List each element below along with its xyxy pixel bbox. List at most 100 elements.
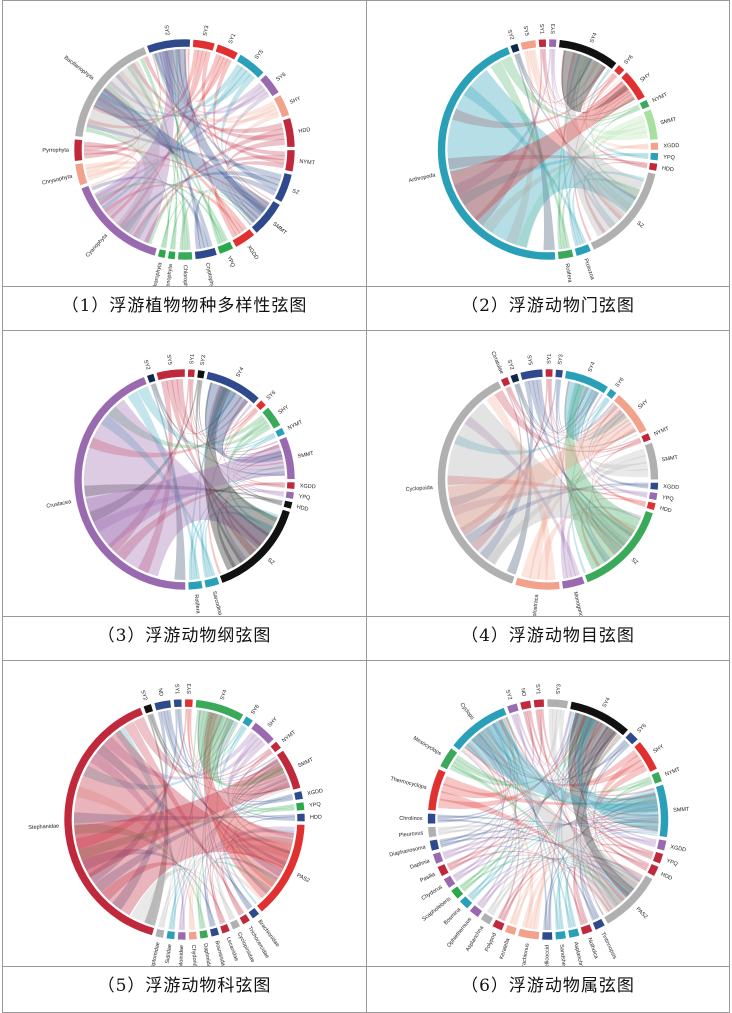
chord-chart-1: SY2 SY3 SY1 SY5 SY6 SHY HDD NYMT SZ SMMT XGDD YPQ Cr… [41,25,316,286]
arc-hdd-6 [282,117,296,148]
arc-nymt-7 [274,427,286,438]
arc-arthropoda-15 [437,46,556,261]
arc-shy-6 [261,406,282,430]
arc-label-mesocyclops-32: Mesocyclops [412,735,442,757]
frame-vertical-divider [366,0,367,1013]
arc-label-ypq-10: YPQ [662,495,675,503]
arc-sy2-0 [509,42,521,54]
ribbon-sy2-crustacea [150,384,186,580]
ribbon-xgdd-smmt [233,444,285,488]
ribbon-rotifera-shy [557,96,635,250]
chord-ribbons [73,709,295,930]
arc-label-arthropoda-15: Arthropoda [408,172,437,184]
chord-chart-4: SY2 SY5 SY1 SY3 SY4 SY6 SHY NYMT SMMT XGDD YPQ HDD S… [405,351,679,616]
ribbon-ypq-sy2 [153,53,224,244]
ribbon-euglenophyta-cyanophyta [135,196,176,250]
ribbon-ypq-crustacea [93,488,285,533]
arc-label-shy-5: SHY [289,96,302,106]
arc-sarcodina-13 [203,576,221,589]
ribbon-diplostraca-cyclopoida [486,394,556,580]
arc-smmt-9 [250,200,281,234]
ribbon-sy2-sy4 [150,713,223,768]
ribbon-brachionidae-stephanidae [96,744,253,908]
arc-label-keratella-19: Keratella [499,937,512,960]
ribbon-shy-crustacea [107,406,265,449]
ribbon-ypq-cyclopoida [451,488,648,517]
ribbon-sy6-cyclops [471,738,629,781]
ribbon-xgdd-cyanophyta [103,184,244,234]
arc-label-euglenophyta-14: Euglenophyta [164,263,174,286]
arc-sy5-1 [519,39,537,51]
ribbon-cirratulae-cyclopoida [470,387,522,551]
ribbon-no-sy4 [522,711,580,767]
ribbon-chrysophyta-smmt [85,161,268,207]
ribbon-xgdd-sy2 [187,49,241,236]
arc-xgdd-10 [231,228,255,248]
ribbon-hdd-smmt [236,768,295,821]
ribbon-main-cyclopoida [447,402,633,565]
panel-zooplankton-genus: SY2 NO SY1 SY3 SY4 SY6 SHY NYMT SMMT XGDD YPQ HDD PA… [367,661,729,1012]
arc-sz-12 [590,171,657,251]
arc-smmt-8 [644,442,659,481]
ribbon-sarcodina-crustacea [100,414,216,577]
ribbon-sy3-shy [558,379,623,440]
arc-label-rotifera-14: Rotifera [564,263,573,284]
arc-nymt-7 [640,432,652,444]
panel-phytoplankton-species: SY2 SY3 SY1 SY5 SY6 SHY HDD NYMT SZ SMMT XGDD YPQ Cr… [3,1,366,331]
arc-label-sy1-2: SY1 [228,33,238,45]
ribbon-ypq-cyanophyta [96,181,226,243]
arc-label-xgdd-9: XGDD [670,844,687,853]
arc-label-cyanophyta-16: Cyanophyta [85,232,110,258]
arc-label-ypq-11: YPQ [225,255,235,269]
ribbon-main-sz [204,385,278,571]
ribbon-lecanidae-stephanidae [101,862,226,923]
ribbon-daphnia-pas2 [443,845,604,916]
frame-left [2,0,3,1013]
arc-label-monogononta-13: Monogononta [572,591,586,616]
arc-label-shy-6: SHY [267,716,279,729]
arc-label-hdd-11: HDD [296,504,309,513]
caption-3: （3）浮游动物纲弦图 [97,626,272,646]
ribbon-hdd-cyclopoida [447,475,647,504]
arc-nd-1 [153,699,172,712]
arc-label-bosmina-23: Bosmina [443,906,463,926]
arc-smmt-8 [278,436,296,480]
arc-shy-6 [250,721,275,745]
arc-sy2-0 [146,373,157,384]
arc-label-sy3-3: SY3 [187,684,193,695]
caption-4: （4）浮游动物目弦图 [461,626,635,646]
ribbon-main-smmt [85,444,285,548]
ribbon-diplostraca-sy4 [529,385,586,580]
ribbon-smmt-shy [594,100,648,141]
ribbon-sy3-sz [550,49,613,229]
arc-label-nymt-7: NYMT [299,159,316,167]
ribbon-nymt-smmt [225,161,285,223]
ribbon-sy6-cyanophyta [95,85,266,199]
arc-label-hdd-11: HDD [659,506,672,515]
ribbon-diaphanosoma-pas2 [440,836,641,883]
ribbon-trichocercidae-pas2 [221,838,293,915]
arc-label-sy3-3: SY3 [556,684,563,695]
ribbon-main-shy [449,80,636,221]
ribbon-chydoridae-sy4 [189,710,206,930]
arc-label-diaphanosoma-28: Diaphanosoma [389,844,427,858]
arc-label-charophyta-15: Charophyta [152,261,164,286]
ribbon-ypq-sy4 [578,717,654,854]
arc-xgdd-9 [293,790,304,801]
ribbon-brachionus-cyclops [462,747,534,929]
arc-label-smmt-8: SMMT [660,117,678,127]
arc-label-cirratulae-16: Cirratulae [489,351,504,375]
arc-label-smmt-8: SMMT [673,807,690,814]
arc-sandshell-16 [554,930,567,941]
ribbon-main-crustacea [83,399,269,577]
ribbon-sz-sy2 [176,49,279,191]
arc-charophyta-15 [157,248,167,259]
ribbon-sandshell-pas2 [558,864,627,930]
arc-sy6-5 [255,399,267,411]
arc-ypq-10 [649,152,659,161]
arc-sy2-0 [142,703,154,715]
arc-monogononta-13 [561,575,586,590]
ribbon-asplanchna-sy4 [560,711,577,927]
arc-smmt-8 [643,108,659,141]
panel-zooplankton-order: SY2 SY5 SY1 SY3 SY4 SY6 SHY NYMT SMMT XGDD YPQ HDD S… [367,331,729,661]
